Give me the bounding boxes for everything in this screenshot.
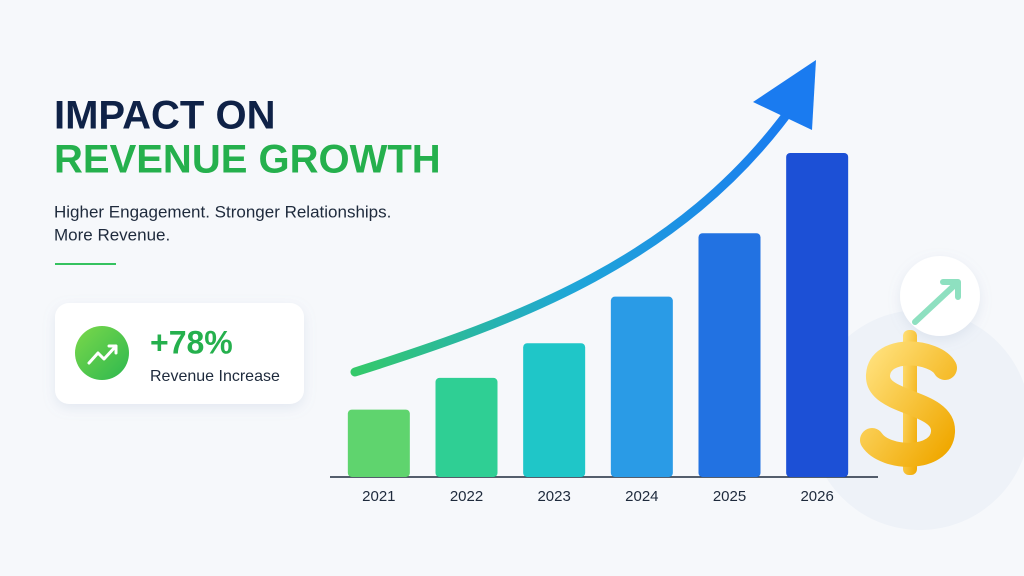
bar (523, 343, 586, 477)
x-tick-label: 2026 (800, 488, 833, 505)
subtitle-line-1: Higher Engagement. Stronger Relationship… (54, 202, 391, 221)
title-line-2: REVENUE GROWTH (54, 138, 441, 182)
growth-arrowhead (753, 60, 816, 130)
callout-value: +78% (150, 324, 233, 360)
bar (786, 152, 849, 478)
title-line-1: IMPACT ON (54, 94, 275, 138)
x-tick-label: 2023 (537, 488, 570, 505)
bar (698, 233, 761, 477)
trend-icon (87, 344, 118, 365)
mini-arrow (912, 279, 961, 325)
subtitle-line-2: More Revenue. (54, 225, 170, 244)
callout-icon (75, 326, 129, 380)
callout-card (55, 303, 304, 404)
decor-circle (810, 310, 1024, 530)
dollar-icon (860, 330, 957, 475)
callout-label: Revenue Increase (150, 368, 280, 385)
growth-arrow (350, 105, 795, 377)
x-tick-label: 2021 (362, 488, 395, 505)
x-tick-label: 2022 (450, 488, 483, 505)
bar (610, 296, 673, 477)
bar (435, 377, 498, 477)
bar (347, 409, 410, 477)
x-tick-label: 2024 (625, 488, 658, 505)
x-tick-label: 2025 (713, 488, 746, 505)
